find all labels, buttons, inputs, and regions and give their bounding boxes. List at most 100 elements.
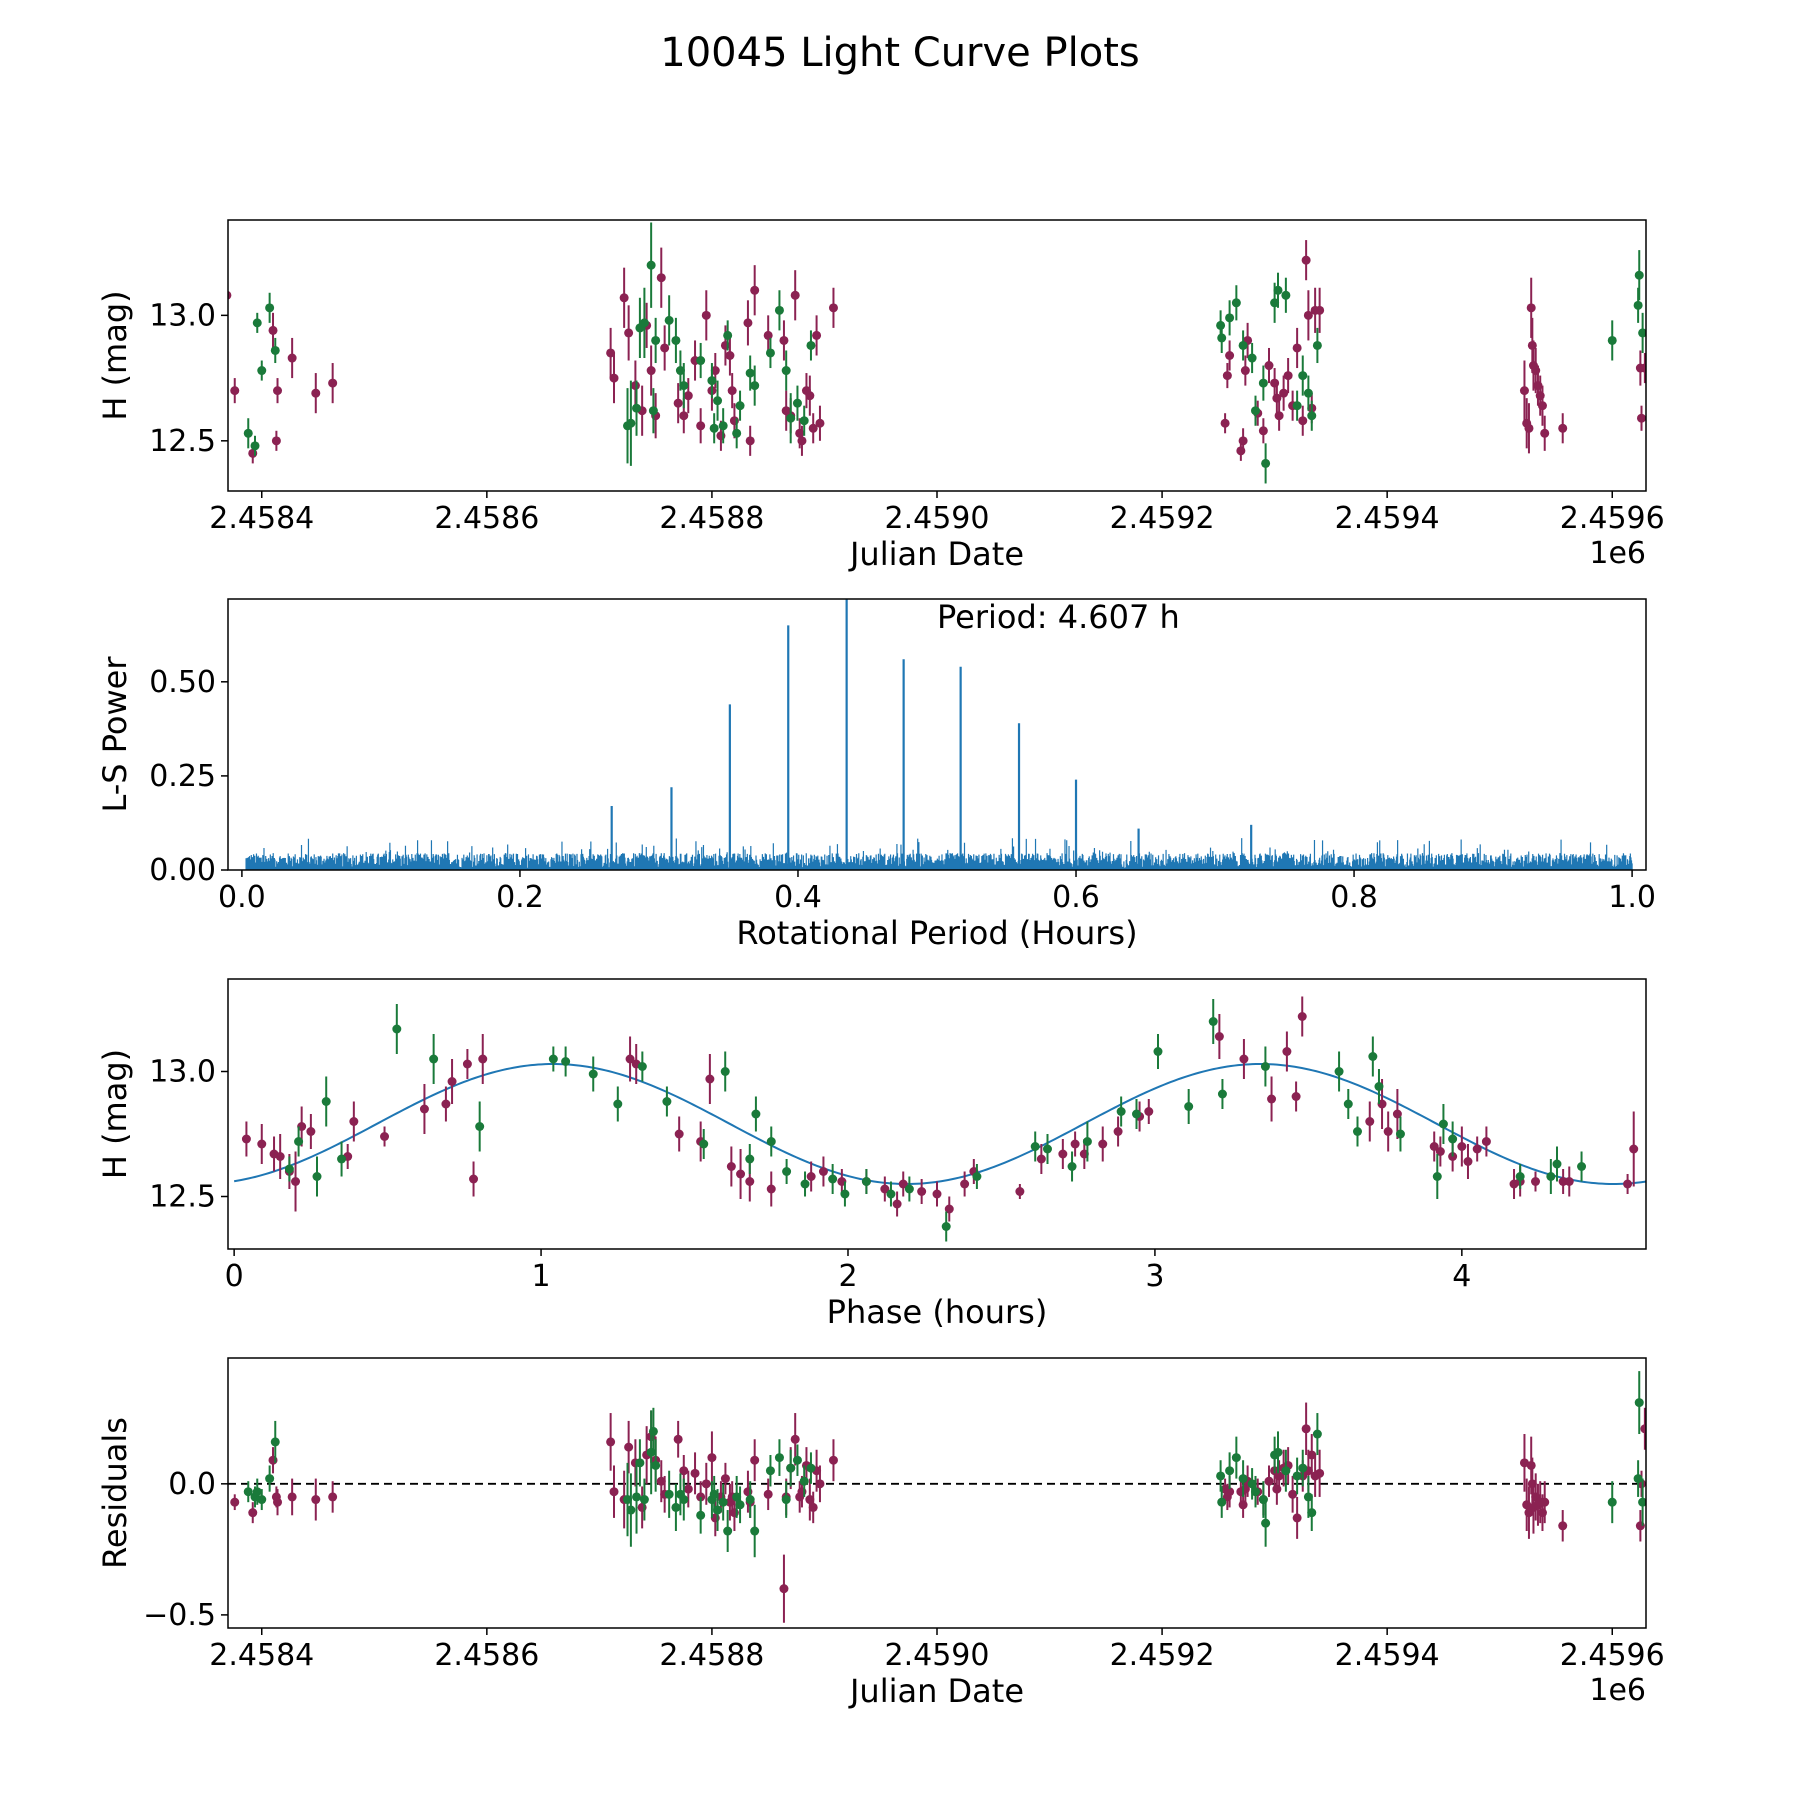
residuals-point-purple	[720, 1474, 730, 1484]
phased-point-green	[828, 1174, 838, 1184]
residuals-ytick-label: 0.0	[168, 1467, 216, 1502]
lightcurve-point-purple	[790, 290, 800, 300]
residuals-point-purple	[1288, 1489, 1298, 1499]
residuals-point-green	[1261, 1518, 1271, 1528]
lightcurve-point-green	[735, 401, 745, 411]
residuals-xtick-label: 2.4592	[1110, 1638, 1215, 1673]
lightcurve-point-green	[1281, 290, 1291, 300]
residuals-point-green	[1247, 1479, 1257, 1489]
residuals-point-green	[626, 1505, 636, 1515]
lightcurve-point-green	[651, 335, 661, 345]
phased-point-purple	[441, 1099, 451, 1109]
residuals-point-green	[1231, 1453, 1241, 1463]
period-annotation: Period: 4.607 h	[937, 598, 1180, 636]
lightcurve-point-purple	[1303, 310, 1313, 320]
lightcurve-point-purple	[679, 411, 689, 421]
periodogram-x-axis-label: Rotational Period (Hours)	[736, 914, 1137, 952]
phased-ytick-label: 13.0	[149, 1055, 216, 1090]
phased-point-purple	[1481, 1137, 1491, 1146]
residuals-point-green	[635, 1458, 645, 1468]
lightcurve-point-green	[243, 428, 253, 438]
lightcurve-point-green	[786, 413, 796, 423]
residuals-point-purple	[805, 1495, 815, 1505]
residuals-point-purple	[609, 1487, 619, 1497]
phased-point-purple	[944, 1204, 954, 1214]
lightcurve-point-purple	[273, 386, 283, 396]
phased-point-green	[561, 1057, 571, 1066]
lightcurve-point-purple	[750, 285, 760, 295]
residuals-point-purple	[763, 1489, 773, 1499]
phased-point-green	[1515, 1172, 1525, 1181]
lightcurve-point-purple	[808, 423, 818, 433]
residuals-point-green	[1607, 1497, 1617, 1507]
residuals-point-green	[639, 1495, 649, 1505]
residuals-point-purple	[679, 1466, 689, 1476]
lightcurve-point-green	[707, 376, 717, 386]
lightcurve-axes-frame	[227, 219, 1647, 492]
phased-point-purple	[380, 1132, 390, 1141]
residuals-point-green	[1217, 1497, 1227, 1507]
residuals-point-purple	[707, 1453, 717, 1463]
residuals-point-green	[1250, 1487, 1260, 1497]
lightcurve-point-purple	[1315, 305, 1325, 315]
lightcurve-point-purple	[1527, 340, 1537, 350]
phased-point-purple	[1214, 1032, 1224, 1041]
phased-point-green	[1116, 1107, 1126, 1116]
phased-panel: 0 1 2 3 4 12.5 13.0 Phase (hours) H (mag)	[96, 978, 1647, 1331]
residuals-point-green	[1216, 1471, 1226, 1481]
residuals-point-green	[651, 1460, 661, 1470]
phased-point-green	[861, 1177, 871, 1186]
residuals-point-green	[1273, 1447, 1283, 1457]
residuals-point-green	[671, 1502, 681, 1512]
residuals-point-purple	[1540, 1497, 1550, 1507]
residuals-point-green	[765, 1466, 775, 1476]
lightcurve-point-green	[1292, 401, 1302, 411]
lightcurve-panel: 2.4584 2.4586 2.4588 2.4590 2.4592 2.4594 2.45…	[96, 219, 1665, 573]
lightcurve-point-green	[718, 421, 728, 431]
lightcurve-point-purple	[696, 421, 706, 431]
phased-point-green	[1395, 1129, 1405, 1139]
lightcurve-point-green	[745, 368, 755, 378]
lightcurve-point-green	[792, 398, 802, 408]
residuals-point-green	[1298, 1463, 1308, 1473]
phased-point-green	[1368, 1052, 1378, 1061]
phased-point-purple	[1629, 1144, 1639, 1154]
residuals-point-purple	[828, 1455, 838, 1465]
residuals-point-purple	[1527, 1479, 1537, 1489]
phased-point-green	[321, 1097, 331, 1106]
lightcurve-point-purple	[1258, 426, 1268, 436]
phased-point-purple	[1058, 1149, 1068, 1159]
lightcurve-point-purple	[606, 348, 616, 358]
residuals-point-purple	[1558, 1521, 1568, 1531]
residuals-point-green	[1281, 1466, 1291, 1476]
lightcurve-point-green	[732, 428, 742, 438]
lightcurve-point-green	[781, 366, 791, 376]
lightcurve-point-purple	[710, 366, 720, 376]
lightcurve-point-purple	[1222, 371, 1232, 381]
phased-point-green	[1546, 1172, 1556, 1181]
phased-point-purple	[1036, 1154, 1046, 1164]
lightcurve-point-purple	[1636, 413, 1646, 423]
lightcurve-point-purple	[701, 310, 711, 320]
phased-point-green	[941, 1222, 951, 1231]
phased-xtick-label: 2	[838, 1259, 857, 1294]
periodogram-panel: 0.0 0.2 0.4 0.6 0.8 1.0 0.00 0.25 0.50 Rotational…	[96, 598, 1656, 952]
lightcurve-point-purple	[328, 378, 338, 388]
lightcurve-xtick-label: 2.4584	[209, 501, 314, 536]
phased-point-green	[1260, 1062, 1270, 1071]
lightcurve-point-green	[1258, 378, 1268, 388]
lightcurve-ytick-label: 13.0	[149, 298, 216, 333]
lightcurve-point-green	[1247, 353, 1257, 363]
residuals-point-green	[709, 1489, 719, 1499]
phased-point-purple	[1463, 1157, 1473, 1166]
residuals-offset-label: 1e6	[1589, 1673, 1646, 1708]
lightcurve-plot-area	[228, 222, 1646, 484]
residuals-point-green	[1638, 1497, 1646, 1507]
lightcurve-point-purple	[805, 391, 815, 401]
phased-point-purple	[1098, 1139, 1108, 1149]
phased-point-green	[1448, 1134, 1458, 1144]
lightcurve-point-green	[750, 381, 760, 391]
lightcurve-point-purple	[763, 330, 773, 340]
lightcurve-point-purple	[1225, 351, 1235, 360]
